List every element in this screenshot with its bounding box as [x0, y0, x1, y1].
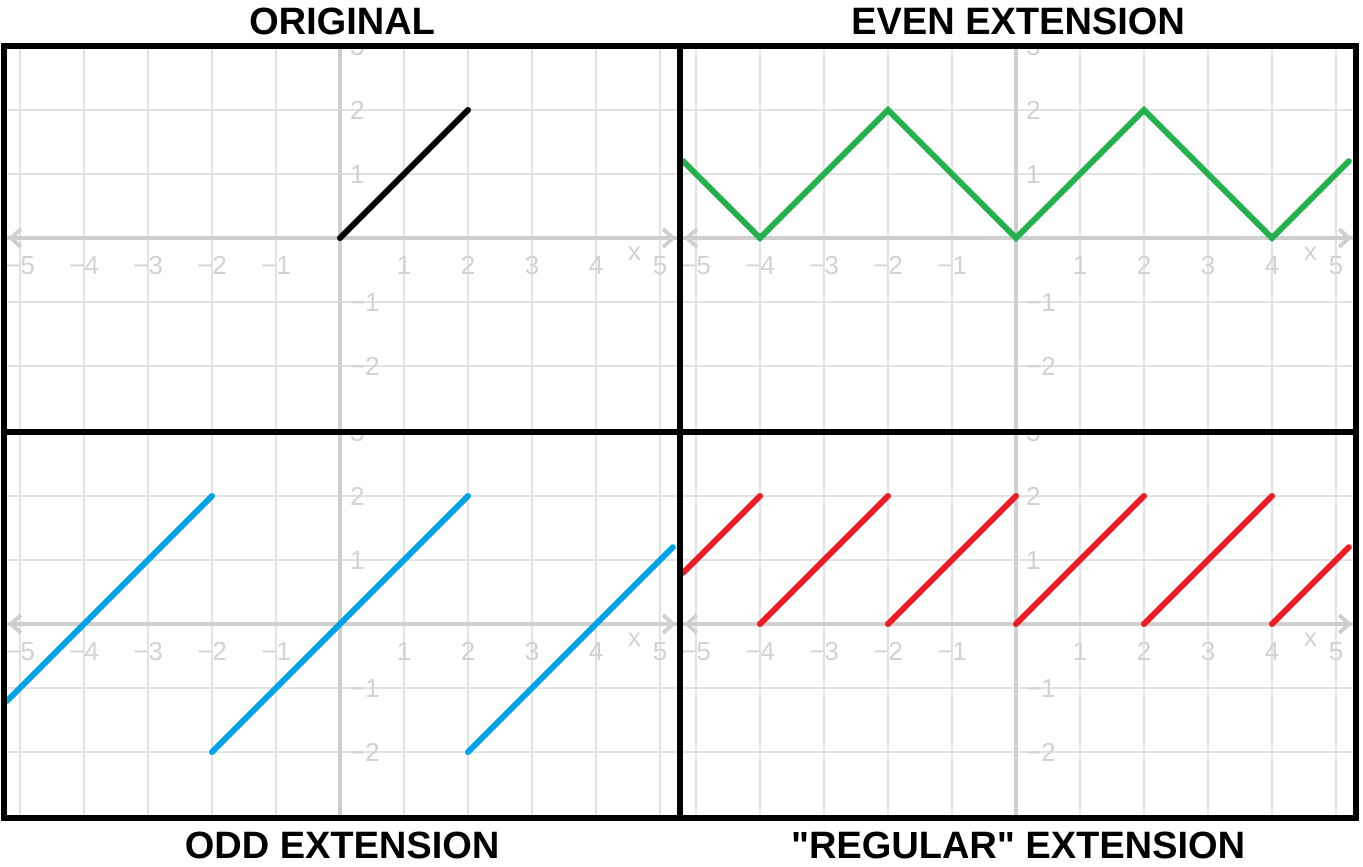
chart-odd-extension: −5 −4 −3 −2 −1 1 2 3 4 5 −2 −1 1 2 3 x	[5, 417, 677, 815]
y-tick-label: 2	[350, 481, 364, 511]
series-segment-1	[757, 493, 891, 627]
panel-frames	[1, 43, 1359, 821]
x-tick-label: −1	[937, 636, 967, 666]
x-tick-label: −4	[745, 250, 775, 280]
x-tick-label: −5	[681, 250, 711, 280]
panel-title-regular-extension: "REGULAR" EXTENSION	[790, 825, 1246, 867]
series-segment-0	[7, 493, 215, 704]
x-axis-arrow-left-icon	[684, 227, 699, 249]
x-tick-label: 3	[1201, 636, 1215, 666]
y-tick-label: 3	[1026, 417, 1040, 447]
x-tick-label: −4	[69, 636, 99, 666]
x-tick-label: 5	[1329, 636, 1343, 666]
x-tick-label: 1	[397, 250, 411, 280]
y-tick-label: −1	[350, 673, 380, 703]
x-tick-label: 2	[461, 250, 475, 280]
x-tick-label: 5	[653, 636, 667, 666]
x-tick-label: 4	[589, 250, 603, 280]
y-tick-label: −1	[350, 287, 380, 317]
x-tick-label: 3	[525, 250, 539, 280]
series-segment-2	[885, 493, 1019, 627]
x-tick-label: 3	[1201, 250, 1215, 280]
series-segment-0	[337, 107, 471, 241]
x-axis-arrow-right-icon	[1337, 613, 1352, 635]
y-tick-label: 3	[350, 31, 364, 61]
x-axis-arrow-left-icon	[684, 613, 699, 635]
x-tick-label: 2	[1137, 250, 1151, 280]
x-axis-arrow-right-icon	[661, 613, 676, 635]
x-axis-arrow-left-icon	[8, 613, 23, 635]
y-tick-label: 3	[350, 417, 364, 447]
y-tick-label: 2	[1026, 95, 1040, 125]
x-tick-label: −1	[261, 250, 291, 280]
grid	[683, 435, 1353, 815]
x-tick-label: 5	[653, 250, 667, 280]
outer-frame-right	[677, 43, 1359, 821]
x-tick-label: 1	[1073, 636, 1087, 666]
panel-title-original: ORIGINAL	[249, 1, 435, 43]
x-tick-label: −3	[133, 636, 163, 666]
y-tick-label: 3	[1026, 31, 1040, 61]
x-tick-label: 2	[461, 636, 475, 666]
series-segment-2	[465, 544, 676, 755]
chart-regular-extension: −5 −4 −3 −2 −1 1 2 3 4 5 −2 −1 1 2 3 x	[681, 417, 1353, 815]
x-tick-label: −2	[197, 636, 227, 666]
x-tick-label: −3	[133, 250, 163, 280]
chart-original: −5 −4 −3 −2 −1 1 2 3 4 5 −2 −1 1 2 3 x	[5, 31, 677, 429]
x-tick-label: 4	[1265, 636, 1279, 666]
x-axis-arrow-right-icon	[1337, 227, 1352, 249]
x-axis-label: x	[1304, 236, 1317, 266]
x-tick-label: −4	[69, 250, 99, 280]
y-tick-label: 1	[1026, 545, 1040, 575]
x-axis-arrow-left-icon	[8, 227, 23, 249]
x-axis-label: x	[628, 236, 641, 266]
series-segment-0	[683, 105, 1352, 243]
y-tick-label: 2	[1026, 481, 1040, 511]
grid	[7, 49, 677, 429]
x-tick-label: 3	[525, 636, 539, 666]
x-tick-label: 4	[589, 636, 603, 666]
series-segment-0	[683, 493, 763, 576]
series-segment-1	[209, 493, 471, 755]
y-tick-label: −1	[1026, 287, 1056, 317]
x-tick-label: −5	[5, 636, 35, 666]
x-tick-label: −2	[873, 636, 903, 666]
x-tick-label: 1	[397, 636, 411, 666]
x-tick-label: −1	[261, 636, 291, 666]
x-tick-label: −2	[197, 250, 227, 280]
chart-even-extension: −5 −4 −3 −2 −1 1 2 3 4 5 −2 −1 1 2 3 x	[681, 31, 1353, 429]
y-tick-label: 1	[350, 545, 364, 575]
y-tick-label: −2	[1026, 737, 1056, 767]
x-tick-label: −3	[809, 636, 839, 666]
y-tick-label: −2	[350, 737, 380, 767]
x-tick-label: −5	[681, 636, 711, 666]
y-tick-label: −2	[350, 351, 380, 381]
panel-title-even-extension: EVEN EXTENSION	[851, 1, 1185, 43]
series-segment-5	[1269, 544, 1352, 627]
y-tick-label: 2	[350, 95, 364, 125]
x-tick-label: −2	[873, 250, 903, 280]
y-tick-label: −2	[1026, 351, 1056, 381]
x-tick-label: 5	[1329, 250, 1343, 280]
x-tick-label: −1	[937, 250, 967, 280]
x-tick-label: −4	[745, 636, 775, 666]
y-tick-label: 1	[350, 159, 364, 189]
grid	[683, 49, 1353, 429]
series-segment-4	[1141, 493, 1275, 627]
x-tick-label: 1	[1073, 250, 1087, 280]
x-axis-label: x	[628, 622, 641, 652]
panel-title-odd-extension: ODD EXTENSION	[184, 825, 500, 867]
x-tick-label: 4	[1265, 250, 1279, 280]
y-tick-label: −1	[1026, 673, 1056, 703]
x-axis-arrow-right-icon	[661, 227, 676, 249]
y-tick-label: 1	[1026, 159, 1040, 189]
x-tick-label: −5	[5, 250, 35, 280]
x-tick-label: −3	[809, 250, 839, 280]
series-segment-3	[1013, 493, 1147, 627]
x-tick-label: 2	[1137, 636, 1151, 666]
x-axis-label: x	[1304, 622, 1317, 652]
